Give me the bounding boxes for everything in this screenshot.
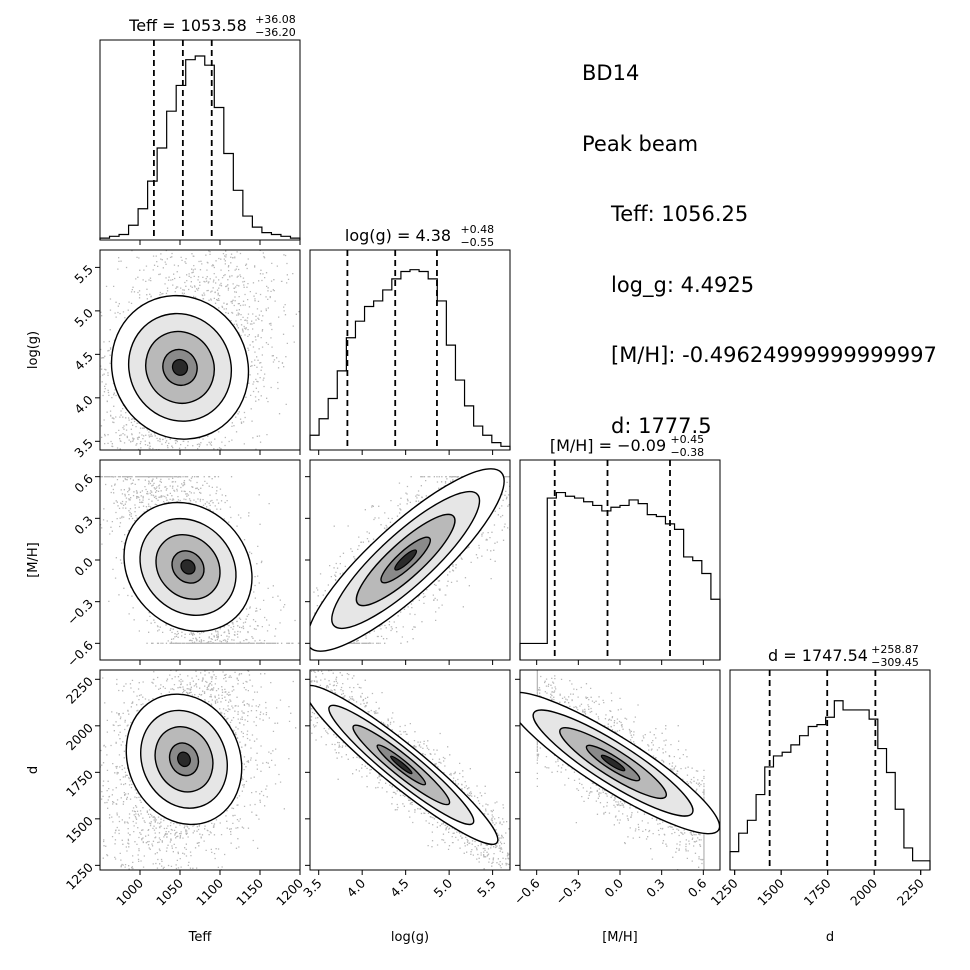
pair-content bbox=[100, 670, 297, 870]
y-axis-label: [M/H] bbox=[26, 542, 41, 578]
x-tick-label: 4.5 bbox=[387, 876, 412, 901]
x-tick-label: 1750 bbox=[801, 875, 834, 908]
x-tick-label: 3.5 bbox=[300, 876, 325, 901]
peak-beam-annotation: BD14 Peak beam Teff: 1056.25 log_g: 4.49… bbox=[582, 15, 937, 462]
x-axis-label: log(g) bbox=[391, 930, 429, 945]
pair-panel-2-0: −0.6 −0.3 0.0 0.3 0.6 bbox=[64, 459, 301, 670]
density-peak bbox=[171, 358, 189, 376]
x-tick-label: 2000 bbox=[847, 875, 880, 908]
y-tick-label: 1750 bbox=[63, 767, 96, 800]
hist-frame bbox=[309, 249, 511, 451]
x-tick-label: 1150 bbox=[233, 875, 266, 908]
hist-step-line bbox=[729, 700, 931, 870]
x-tick-label: 1100 bbox=[193, 875, 226, 908]
hist-step-line bbox=[99, 55, 301, 240]
pair-content bbox=[520, 670, 720, 870]
x-axis-label: Teff bbox=[188, 930, 213, 945]
hist-title: Teff = 1053.58 bbox=[128, 16, 247, 35]
y-tick-label: 3.5 bbox=[71, 436, 96, 461]
panel-frame bbox=[99, 249, 301, 451]
hist-title-upper: +258.87 bbox=[871, 643, 919, 656]
x-tick-label: 0.0 bbox=[601, 875, 626, 900]
y-tick-label: −0.6 bbox=[64, 638, 96, 670]
panel-frame bbox=[99, 669, 301, 871]
peak-beam-heading: Peak beam bbox=[582, 131, 699, 156]
object-name: BD14 bbox=[582, 61, 640, 85]
hist-panel-3: d = 1747.54 +258.87−309.45 bbox=[729, 643, 931, 875]
density-peak bbox=[390, 755, 413, 775]
density-peak bbox=[600, 754, 626, 772]
hist-frame bbox=[729, 669, 931, 871]
y-tick-label: 0.3 bbox=[71, 513, 96, 538]
density-peak bbox=[394, 549, 418, 571]
peak-mh: [M/H]: -0.49624999999999997 bbox=[611, 343, 937, 367]
y-tick-label: 1250 bbox=[63, 860, 96, 893]
x-axis-label: d bbox=[826, 930, 834, 945]
hist-title: [M/H] = −0.09 bbox=[550, 436, 666, 455]
y-tick-label: 0.6 bbox=[71, 471, 96, 496]
y-axis-label: log(g) bbox=[26, 331, 41, 369]
hist-step-line bbox=[309, 269, 511, 450]
hist-step-line bbox=[519, 491, 721, 660]
x-tick-label: 1500 bbox=[754, 875, 787, 908]
x-tick-label: 1000 bbox=[113, 875, 146, 908]
x-axis-label: [M/H] bbox=[602, 930, 638, 945]
x-tick-label: 1250 bbox=[708, 875, 741, 908]
hist-title-lower: −36.20 bbox=[255, 26, 296, 39]
y-tick-label: 0.0 bbox=[71, 554, 96, 579]
y-tick-label: 1500 bbox=[63, 813, 96, 846]
y-tick-label: 4.5 bbox=[71, 349, 96, 374]
x-tick-label: −0.6 bbox=[511, 875, 543, 907]
hist-title-lower: −309.45 bbox=[871, 656, 919, 669]
hist-title-lower: −0.38 bbox=[670, 446, 704, 459]
x-tick-label: 5.0 bbox=[431, 875, 456, 900]
x-tick-label: 1050 bbox=[153, 875, 186, 908]
hist-title-upper: +0.45 bbox=[670, 433, 704, 446]
y-tick-label: 5.0 bbox=[71, 305, 96, 330]
hist-panel-0: Teff = 1053.58 +36.08−36.20 bbox=[99, 13, 301, 245]
hist-title-lower: −0.55 bbox=[460, 236, 494, 249]
hist-panel-2: [M/H] = −0.09 +0.45−0.38 bbox=[519, 433, 721, 665]
pair-content bbox=[310, 670, 510, 870]
pair-panel-2-1 bbox=[305, 459, 511, 665]
x-tick-label: 0.6 bbox=[685, 875, 710, 900]
hist-title-upper: +0.48 bbox=[460, 223, 494, 236]
y-tick-label: 5.5 bbox=[71, 262, 96, 287]
x-tick-label: 0.3 bbox=[643, 876, 668, 901]
pair-content bbox=[100, 476, 300, 644]
x-tick-label: 1200 bbox=[273, 875, 306, 908]
pair-content bbox=[310, 468, 510, 652]
x-tick-label: 5.5 bbox=[474, 876, 499, 901]
y-tick-label: 2000 bbox=[63, 720, 96, 753]
peak-logg: log_g: 4.4925 bbox=[611, 272, 755, 297]
hist-title: log(g) = 4.38 bbox=[345, 226, 451, 245]
x-tick-label: −0.3 bbox=[552, 876, 584, 908]
y-axis-label: d bbox=[26, 766, 41, 774]
hist-title-upper: +36.08 bbox=[255, 13, 296, 26]
hist-frame bbox=[519, 459, 721, 661]
hist-frame bbox=[99, 39, 301, 241]
y-tick-label: 4.0 bbox=[71, 392, 96, 417]
pair-panel-3-2 bbox=[515, 669, 721, 875]
y-tick-label: −0.3 bbox=[64, 596, 96, 628]
density-peak bbox=[180, 559, 196, 575]
pair-panel-1-0: 3.5 4.0 4.5 5.0 5.5 bbox=[71, 249, 301, 461]
pair-content bbox=[100, 250, 300, 450]
y-tick-label: 2250 bbox=[63, 674, 96, 707]
hist-panel-1: log(g) = 4.38 +0.48−0.55 bbox=[309, 223, 511, 455]
hist-title: d = 1747.54 bbox=[768, 646, 868, 665]
x-tick-label: 4.0 bbox=[344, 875, 369, 900]
density-peak bbox=[177, 751, 191, 768]
x-tick-label: 2250 bbox=[894, 875, 927, 908]
peak-teff: Teff: 1056.25 bbox=[611, 202, 749, 226]
pair-panel-3-1 bbox=[305, 669, 511, 875]
panel-frame bbox=[309, 669, 511, 871]
peak-d: d: 1777.5 bbox=[611, 413, 712, 438]
